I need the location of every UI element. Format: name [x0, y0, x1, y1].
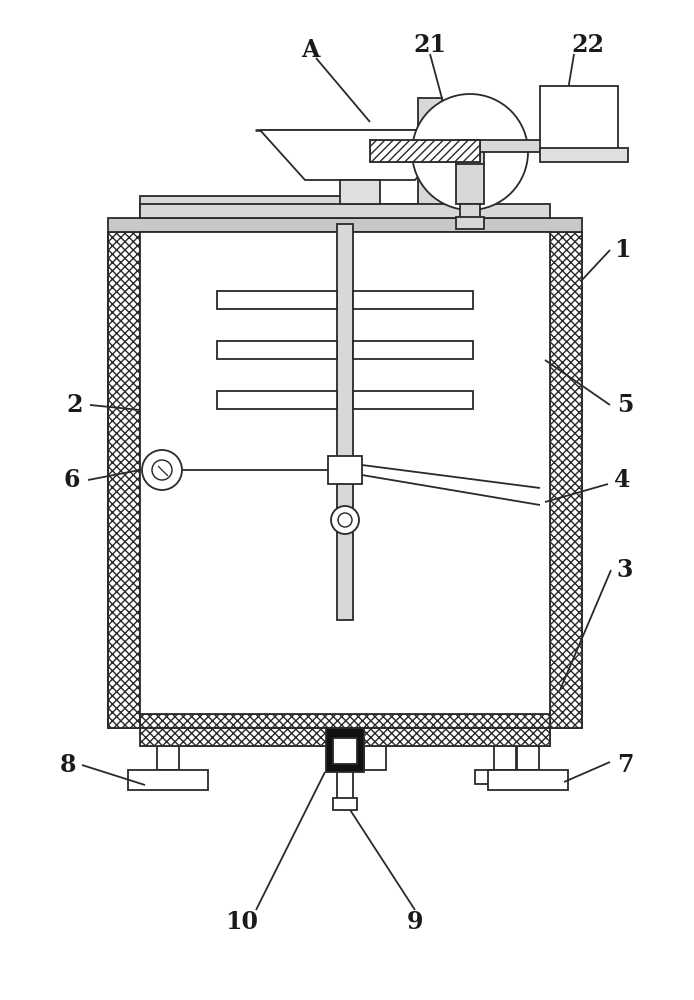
Bar [128, 770, 208, 790]
Bar [108, 232, 582, 728]
Bar [217, 341, 337, 359]
Bar [140, 204, 550, 218]
Bar [140, 728, 550, 746]
Text: 7: 7 [617, 753, 633, 777]
Bar [217, 391, 337, 409]
Text: 22: 22 [571, 33, 604, 57]
Bar [418, 98, 442, 218]
Bar [140, 232, 550, 714]
Bar [475, 770, 535, 784]
Bar [108, 218, 582, 232]
Bar [494, 728, 516, 770]
Bar [550, 232, 582, 728]
Bar [337, 772, 353, 800]
Polygon shape [260, 130, 460, 180]
Text: 9: 9 [407, 910, 423, 934]
Bar [157, 728, 179, 770]
Bar [335, 746, 355, 748]
Text: 21: 21 [414, 33, 446, 57]
Bar [456, 140, 546, 152]
Circle shape [142, 450, 182, 490]
Text: 6: 6 [64, 468, 81, 492]
Bar [370, 140, 480, 162]
Text: 1: 1 [613, 238, 630, 262]
Bar [217, 291, 337, 309]
Bar [370, 140, 480, 162]
Text: 10: 10 [226, 910, 258, 934]
Bar [360, 204, 420, 218]
Bar [353, 291, 473, 309]
Bar [456, 217, 484, 229]
Bar [140, 714, 550, 728]
Circle shape [331, 506, 359, 534]
Bar [540, 148, 628, 162]
Bar [340, 180, 380, 204]
Circle shape [412, 94, 528, 210]
Bar [333, 738, 357, 764]
Text: 8: 8 [60, 753, 76, 777]
Bar [460, 204, 480, 222]
Bar [456, 162, 484, 204]
Bar [108, 232, 140, 728]
Bar [353, 391, 473, 409]
Text: 2: 2 [67, 393, 83, 417]
Bar [337, 224, 353, 620]
Bar [540, 86, 618, 150]
Bar [326, 728, 364, 772]
Bar [108, 232, 140, 728]
Bar [364, 728, 386, 770]
Bar [328, 456, 362, 484]
Text: 4: 4 [613, 468, 630, 492]
Bar [140, 728, 550, 746]
Bar [140, 714, 550, 728]
Bar [550, 232, 582, 728]
Bar [333, 798, 357, 810]
Text: A: A [301, 38, 319, 62]
Bar [140, 196, 360, 218]
Bar [488, 770, 568, 790]
Text: 3: 3 [617, 558, 633, 582]
Bar [353, 341, 473, 359]
Bar [456, 150, 484, 164]
Text: 5: 5 [617, 393, 633, 417]
Bar [517, 728, 539, 770]
